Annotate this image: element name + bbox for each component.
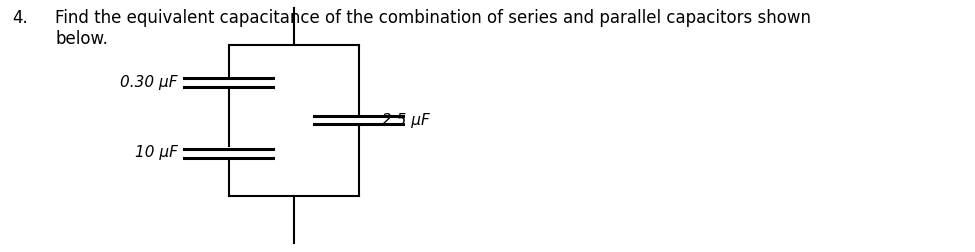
Text: 4.: 4. bbox=[13, 9, 28, 27]
Text: 0.30 μF: 0.30 μF bbox=[120, 75, 177, 90]
Text: 10 μF: 10 μF bbox=[135, 145, 177, 160]
Text: 2.5 μF: 2.5 μF bbox=[382, 112, 430, 127]
Text: Find the equivalent capacitance of the combination of series and parallel capaci: Find the equivalent capacitance of the c… bbox=[56, 9, 811, 48]
